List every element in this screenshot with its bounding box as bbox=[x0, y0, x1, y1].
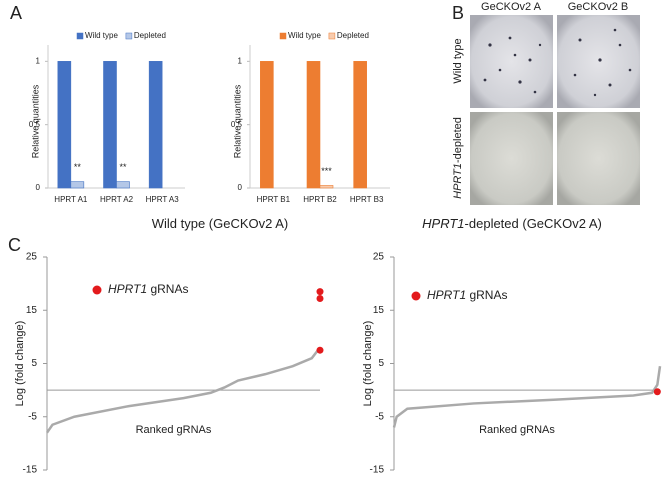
panel-label: A bbox=[10, 3, 22, 23]
y-tick-label: 5 bbox=[378, 358, 384, 369]
fold-change-curve bbox=[45, 346, 321, 434]
chart-title: HPRT1-depleted (GeCKOv2 A) bbox=[422, 216, 602, 231]
y-tick-label: 0 bbox=[36, 183, 41, 192]
y-tick-label: 0 bbox=[238, 183, 243, 192]
y-tick-label: 15 bbox=[26, 305, 38, 316]
column-label: GeCKOv2 A bbox=[481, 1, 542, 13]
legend-label-rest: gRNAs bbox=[147, 282, 188, 296]
x-tick-label: HPRT A2 bbox=[100, 195, 134, 204]
x-axis-label: Ranked gRNAs bbox=[136, 424, 212, 436]
bar bbox=[148, 61, 163, 189]
legend-swatch bbox=[76, 32, 84, 40]
y-tick-label: 25 bbox=[26, 252, 38, 263]
y-axis-label: Relative quantities bbox=[232, 84, 242, 158]
significance: ** bbox=[74, 162, 82, 172]
y-tick-label: 15 bbox=[373, 305, 385, 316]
legend-swatch bbox=[125, 32, 133, 40]
y-tick-label: 1 bbox=[238, 56, 243, 65]
legend-swatch bbox=[279, 32, 287, 40]
legend-swatch bbox=[328, 32, 336, 40]
y-tick-label: -5 bbox=[375, 411, 384, 422]
y-tick-label: -15 bbox=[370, 465, 385, 476]
panel-label: B bbox=[452, 3, 464, 23]
chart-title-italic: HPRT1 bbox=[422, 216, 464, 231]
legend-label: HPRT1 gRNAs bbox=[108, 282, 188, 296]
bar bbox=[306, 61, 321, 189]
column-label: GeCKOv2 B bbox=[568, 1, 629, 13]
bar bbox=[260, 61, 274, 189]
x-axis-label: Ranked gRNAs bbox=[479, 424, 555, 436]
bar bbox=[103, 61, 117, 189]
y-tick-label: -5 bbox=[28, 411, 37, 422]
x-tick-label: HPRT A3 bbox=[146, 195, 180, 204]
legend-label: Depleted bbox=[337, 31, 369, 40]
row-label: HPRT1-depleted bbox=[452, 117, 464, 199]
y-tick-label: 0.5 bbox=[231, 120, 243, 129]
chart-title-text: Wild type (GeCKOv2 A) bbox=[152, 216, 289, 231]
plate-photos bbox=[470, 15, 640, 205]
legend-label: Wild type bbox=[288, 31, 321, 40]
y-axis-label: Relative quantities bbox=[30, 84, 40, 158]
fold-change-curve bbox=[392, 365, 662, 428]
legend-label-rest: gRNAs bbox=[466, 288, 507, 302]
legend-label: HPRT1 gRNAs bbox=[427, 288, 507, 302]
y-tick-label: 1 bbox=[36, 56, 41, 65]
legend-marker bbox=[411, 291, 421, 301]
y-axis-label: Log (fold change) bbox=[362, 321, 374, 407]
legend-label: Depleted bbox=[134, 31, 166, 40]
chart-title: Wild type (GeCKOv2 A) bbox=[152, 216, 289, 231]
highlight-point bbox=[316, 295, 324, 303]
x-tick-label: HPRT B2 bbox=[303, 195, 337, 204]
significance: ** bbox=[119, 162, 127, 172]
legend-label-italic: HPRT1 bbox=[108, 282, 147, 296]
bar bbox=[57, 61, 72, 189]
bar bbox=[70, 181, 85, 189]
y-tick-label: 25 bbox=[373, 252, 385, 263]
x-tick-label: HPRT A1 bbox=[54, 195, 88, 204]
legend-label: Wild type bbox=[85, 31, 118, 40]
y-tick-label: 5 bbox=[31, 358, 37, 369]
y-axis-label: Log (fold change) bbox=[14, 321, 26, 407]
legend-label-italic: HPRT1 bbox=[427, 288, 466, 302]
row-label-italic: HPRT1 bbox=[452, 163, 464, 199]
highlight-point bbox=[316, 288, 324, 296]
y-tick-label: -15 bbox=[23, 465, 38, 476]
highlight-point bbox=[316, 346, 324, 354]
legend-marker bbox=[92, 285, 102, 295]
x-tick-label: HPRT B1 bbox=[257, 195, 291, 204]
bar bbox=[353, 61, 367, 189]
panel-label: C bbox=[8, 235, 21, 255]
x-tick-label: HPRT B3 bbox=[350, 195, 384, 204]
chart-title-text: -depleted (GeCKOv2 A) bbox=[465, 216, 602, 231]
row-label-rest: -depleted bbox=[452, 117, 464, 163]
significance: *** bbox=[321, 166, 332, 176]
y-tick-label: 0.5 bbox=[29, 120, 41, 129]
highlight-point bbox=[653, 388, 661, 396]
bar bbox=[319, 185, 334, 189]
row-label: Wild type bbox=[452, 38, 464, 83]
bar bbox=[116, 181, 130, 189]
